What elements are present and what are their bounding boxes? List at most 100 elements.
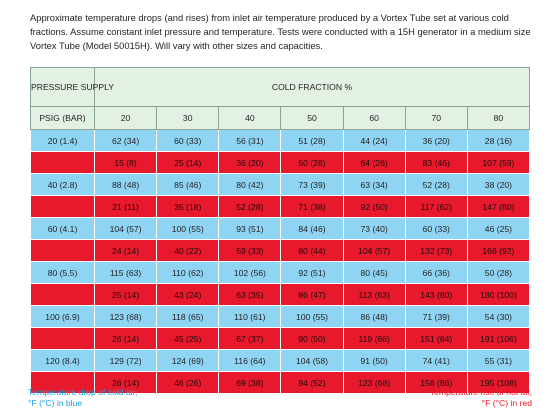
hot-row-blank-cell xyxy=(30,371,95,394)
cold-value-cell: 52 (28) xyxy=(404,173,468,196)
cold-value-cell: 44 (24) xyxy=(342,129,406,152)
hot-legend-line2: °F (°C) in red xyxy=(481,398,532,408)
hot-value-cell: 52 (28) xyxy=(218,195,282,218)
hot-row-blank-cell xyxy=(30,283,95,306)
hot-value-cell: 71 (38) xyxy=(280,195,344,218)
cold-value-cell: 93 (51) xyxy=(218,217,282,240)
cold-value-cell: 129 (72) xyxy=(93,349,158,372)
fraction-header-cell: 60 xyxy=(342,106,406,130)
cold-value-cell: 71 (39) xyxy=(404,305,468,328)
hot-value-cell: 117 (62) xyxy=(404,195,468,218)
cold-row: 120 (8.4) 129 (72) 124 (69) 116 (64) 104 (58… xyxy=(30,349,531,372)
hot-value-cell: 123 (68) xyxy=(342,371,406,394)
hot-value-cell: 40 (22) xyxy=(156,239,220,262)
hot-value-cell: 21 (11) xyxy=(93,195,158,218)
cold-value-cell: 56 (31) xyxy=(218,129,282,152)
cold-value-cell: 104 (58) xyxy=(280,349,344,372)
cold-value-cell: 115 (63) xyxy=(93,261,158,284)
hot-value-cell: 35 (18) xyxy=(156,195,220,218)
pressure-cell: 100 (6.9) xyxy=(30,305,95,328)
hot-value-cell: 50 (28) xyxy=(280,151,344,174)
pressure-cell: 80 (5.5) xyxy=(30,261,95,284)
cold-value-cell: 38 (20) xyxy=(466,173,531,196)
cold-legend-line1: Temperature drop of cold air, xyxy=(28,387,138,397)
hot-row-blank-cell xyxy=(30,327,95,350)
cold-row: 40 (2.8) 88 (48) 85 (46) 80 (42) 73 (39) 63 (… xyxy=(30,173,531,196)
psig-bar-header: PSIG (BAR) xyxy=(30,106,95,130)
cold-value-cell: 66 (36) xyxy=(404,261,468,284)
cold-value-cell: 110 (62) xyxy=(156,261,220,284)
hot-value-cell: 45 (25) xyxy=(156,327,220,350)
cold-value-cell: 50 (28) xyxy=(466,261,531,284)
fraction-header-cell: 40 xyxy=(218,106,282,130)
table-subheader-row: PSIG (BAR) 20 30 40 50 60 70 80 xyxy=(30,106,531,130)
cold-fraction-header: COLD FRACTION % xyxy=(94,67,530,107)
cold-value-cell: 73 (40) xyxy=(342,217,406,240)
hot-row: 15 (8) 25 (14) 36 (20) 50 (28) 64 (26) 83 (46… xyxy=(30,151,531,174)
hot-row-blank-cell xyxy=(30,239,95,262)
hot-value-cell: 107 (59) xyxy=(466,151,531,174)
hot-value-cell: 46 (26) xyxy=(156,371,220,394)
hot-value-cell: 25 (14) xyxy=(156,151,220,174)
hot-row: 24 (14) 40 (22) 59 (33) 80 (44) 104 (57) 132 … xyxy=(30,239,531,262)
hot-value-cell: 113 (63) xyxy=(342,283,406,306)
cold-value-cell: 100 (55) xyxy=(280,305,344,328)
cold-value-cell: 60 (33) xyxy=(404,217,468,240)
hot-value-cell: 147 (80) xyxy=(466,195,531,218)
hot-row-blank-cell xyxy=(30,151,95,174)
hot-value-cell: 26 (14) xyxy=(93,371,158,394)
cold-value-cell: 74 (41) xyxy=(404,349,468,372)
fraction-header-cell: 70 xyxy=(404,106,468,130)
hot-value-cell: 90 (50) xyxy=(280,327,344,350)
fraction-header-cell: 50 xyxy=(280,106,344,130)
hot-value-cell: 92 (50) xyxy=(342,195,406,218)
hot-value-cell: 24 (14) xyxy=(93,239,158,262)
hot-value-cell: 26 (14) xyxy=(93,327,158,350)
pressure-supply-header: PRESSURE SUPPLY xyxy=(30,67,114,107)
description-text: Approximate temperature drops (and rises… xyxy=(30,12,531,51)
cold-legend: Temperature drop of cold air, °F (°C) in… xyxy=(28,387,188,409)
hot-value-cell: 191 (106) xyxy=(466,327,531,350)
cold-value-cell: 91 (50) xyxy=(342,349,406,372)
cold-value-cell: 116 (64) xyxy=(218,349,282,372)
hot-value-cell: 166 (92) xyxy=(466,239,531,262)
pressure-cell: 40 (2.8) xyxy=(30,173,95,196)
hot-row: 25 (14) 43 (24) 63 (35) 86 (47) 113 (63) 143 … xyxy=(30,283,531,306)
fraction-header-cell: 80 xyxy=(466,106,531,130)
cold-value-cell: 63 (34) xyxy=(342,173,406,196)
hot-value-cell: 195 (108) xyxy=(466,371,531,394)
cold-value-cell: 86 (48) xyxy=(342,305,406,328)
hot-legend-line1: Temperature rise of hot air, xyxy=(429,387,532,397)
cold-row: 100 (6.9) 123 (68) 118 (65) 110 (61) 100 (55… xyxy=(30,305,531,328)
hot-value-cell: 64 (26) xyxy=(342,151,406,174)
hot-row: 26 (14) 46 (26) 69 (38) 94 (52) 123 (68) 156 … xyxy=(30,371,531,394)
cold-value-cell: 55 (31) xyxy=(466,349,531,372)
cold-value-cell: 62 (34) xyxy=(93,129,158,152)
cold-row: 80 (5.5) 115 (63) 110 (62) 102 (56) 92 (51) 8… xyxy=(30,261,531,284)
cold-value-cell: 118 (65) xyxy=(156,305,220,328)
hot-value-cell: 83 (46) xyxy=(404,151,468,174)
hot-value-cell: 80 (44) xyxy=(280,239,344,262)
hot-value-cell: 151 (84) xyxy=(404,327,468,350)
hot-value-cell: 63 (35) xyxy=(218,283,282,306)
hot-value-cell: 143 (80) xyxy=(404,283,468,306)
hot-value-cell: 25 (14) xyxy=(93,283,158,306)
pressure-cell: 120 (8.4) xyxy=(30,349,95,372)
cold-row: 60 (4.1) 104 (57) 100 (55) 93 (51) 84 (46) 73… xyxy=(30,217,531,240)
hot-value-cell: 86 (47) xyxy=(280,283,344,306)
cold-value-cell: 104 (57) xyxy=(93,217,158,240)
cold-value-cell: 85 (46) xyxy=(156,173,220,196)
hot-value-cell: 36 (20) xyxy=(218,151,282,174)
hot-value-cell: 104 (57) xyxy=(342,239,406,262)
fraction-header-cell: 30 xyxy=(156,106,220,130)
hot-value-cell: 94 (52) xyxy=(280,371,344,394)
hot-legend: Temperature rise of hot air, °F (°C) in … xyxy=(372,387,532,409)
hot-value-cell: 180 (100) xyxy=(466,283,531,306)
cold-value-cell: 28 (16) xyxy=(466,129,531,152)
cold-value-cell: 73 (39) xyxy=(280,173,344,196)
pressure-cell: 60 (4.1) xyxy=(30,217,95,240)
hot-value-cell: 132 (73) xyxy=(404,239,468,262)
cold-value-cell: 60 (33) xyxy=(156,129,220,152)
table-header-row: PRESSURE SUPPLY COLD FRACTION % xyxy=(30,67,530,107)
cold-value-cell: 36 (20) xyxy=(404,129,468,152)
